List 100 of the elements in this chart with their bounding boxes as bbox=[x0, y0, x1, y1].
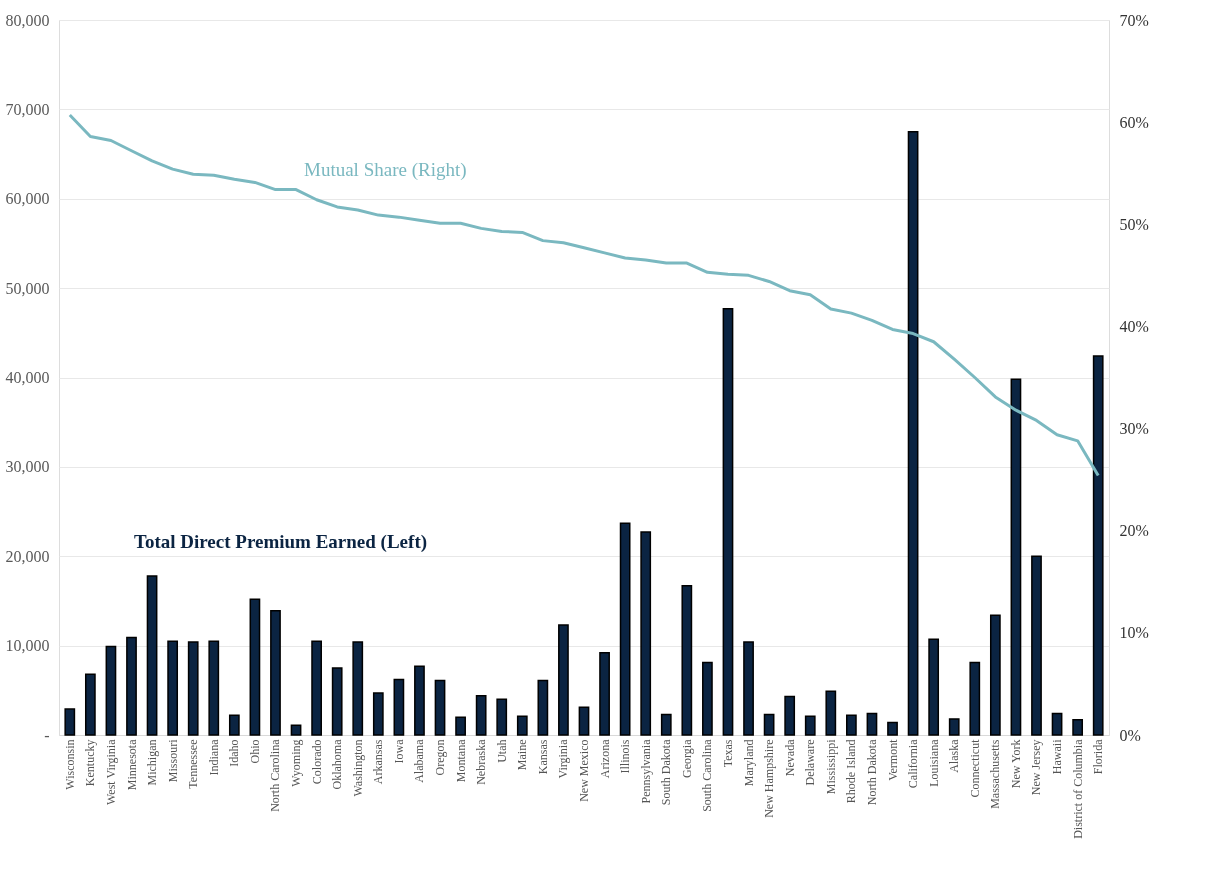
series-label: Total Direct Premium Earned (Left) bbox=[134, 531, 428, 553]
x-tick-label: South Dakota bbox=[659, 738, 674, 806]
bar bbox=[1051, 712, 1063, 736]
y2-tick-label: 20% bbox=[1119, 522, 1149, 540]
x-tick-label: Idaho bbox=[227, 739, 242, 767]
x-tick-label: Indiana bbox=[206, 738, 221, 776]
bar bbox=[331, 667, 343, 736]
bar bbox=[558, 624, 569, 736]
bar bbox=[249, 598, 261, 736]
x-tick-label: Alaska bbox=[947, 738, 962, 773]
bar bbox=[660, 713, 672, 736]
bar bbox=[372, 692, 384, 736]
x-tick-label: Ohio bbox=[247, 739, 262, 764]
y2-tick-label: 0% bbox=[1119, 726, 1141, 744]
x-tick-label: Minnesota bbox=[124, 738, 139, 791]
x-tick-label: Tennessee bbox=[186, 739, 201, 789]
x-tick-label: Pennsylvania bbox=[638, 738, 653, 804]
x-tick-label: North Carolina bbox=[268, 738, 283, 812]
bar bbox=[475, 694, 487, 736]
x-tick-label: Vermont bbox=[885, 738, 900, 781]
x-tick-label: Wyoming bbox=[289, 739, 304, 787]
x-tick-label: Michigan bbox=[145, 739, 160, 786]
bar bbox=[784, 695, 796, 736]
bar bbox=[187, 641, 199, 736]
series-label: Mutual Share (Right) bbox=[304, 159, 467, 181]
y-tick-label: 60,000 bbox=[5, 190, 50, 208]
bar bbox=[578, 706, 590, 736]
y2-tick-label: 50% bbox=[1119, 215, 1149, 233]
y-tick-label: 70,000 bbox=[5, 100, 50, 118]
x-tick-label: Texas bbox=[720, 739, 735, 768]
x-tick-label: Massachusetts bbox=[988, 739, 1003, 809]
bar bbox=[146, 575, 158, 736]
bar bbox=[84, 673, 96, 736]
y-tick-label: 10,000 bbox=[5, 637, 50, 655]
x-tick-label: Kansas bbox=[535, 739, 550, 775]
y-tick-label: 50,000 bbox=[5, 279, 50, 297]
y2-tick-label: 60% bbox=[1119, 113, 1149, 131]
x-tick-label: Kentucky bbox=[83, 739, 98, 787]
bar bbox=[64, 708, 76, 736]
bar bbox=[290, 724, 302, 736]
y-tick-label: 20,000 bbox=[5, 547, 50, 565]
line-series bbox=[68, 113, 1100, 478]
bar bbox=[907, 130, 919, 736]
y-tick-label: 80,000 bbox=[5, 11, 50, 29]
x-tick-label: Rhode Island bbox=[844, 739, 859, 804]
y-tick-label: 40,000 bbox=[5, 369, 50, 386]
x-tick-label: Illinois bbox=[618, 739, 633, 774]
bar bbox=[537, 679, 549, 736]
x-tick-label: South Carolina bbox=[700, 738, 715, 812]
x-tick-label: Nebraska bbox=[474, 738, 489, 785]
bar bbox=[1010, 378, 1022, 736]
y-tick-label: - bbox=[44, 726, 50, 744]
bar bbox=[414, 665, 425, 736]
bar bbox=[846, 714, 857, 736]
y2-tick-label: 30% bbox=[1119, 420, 1149, 438]
bar bbox=[722, 307, 734, 736]
bar bbox=[352, 641, 364, 736]
bar bbox=[928, 638, 940, 736]
x-tick-label: Maine bbox=[515, 739, 530, 771]
bar bbox=[969, 661, 981, 736]
bar bbox=[989, 614, 1001, 736]
bar bbox=[1072, 719, 1084, 736]
x-tick-label: Delaware bbox=[803, 739, 818, 786]
x-tick-label: New York bbox=[1008, 739, 1023, 789]
bar bbox=[455, 716, 466, 736]
x-tick-label: North Dakota bbox=[864, 738, 879, 806]
x-tick-label: New Hampshire bbox=[762, 739, 777, 818]
x-tick-label: West Virginia bbox=[103, 738, 118, 806]
x-tick-label: Hawaii bbox=[1050, 738, 1065, 775]
bar bbox=[208, 640, 220, 736]
x-tick-label: Mississippi bbox=[823, 738, 838, 795]
bar bbox=[496, 698, 508, 736]
y-tick-label: 30,000 bbox=[5, 458, 50, 476]
bar bbox=[866, 712, 878, 736]
x-tick-label: Montana bbox=[453, 738, 468, 783]
bar bbox=[105, 645, 117, 736]
bar bbox=[640, 531, 652, 736]
x-tick-label: Oregon bbox=[433, 739, 448, 776]
bar bbox=[681, 584, 693, 736]
bar bbox=[270, 610, 281, 736]
x-tick-label: Missouri bbox=[165, 738, 180, 783]
x-tick-label: District of Columbia bbox=[1070, 738, 1085, 839]
y2-tick-label: 40% bbox=[1119, 317, 1149, 335]
x-tick-label: Florida bbox=[1091, 738, 1106, 775]
bar bbox=[516, 715, 528, 736]
y2-tick-label: 10% bbox=[1119, 624, 1149, 642]
x-tick-label: Utah bbox=[494, 739, 509, 763]
x-tick-label: Wisconsin bbox=[62, 739, 77, 790]
x-tick-label: New Jersey bbox=[1029, 739, 1044, 796]
bar bbox=[619, 522, 631, 736]
y2-tick-label: 70% bbox=[1119, 11, 1149, 29]
bar bbox=[126, 636, 137, 736]
x-tick-label: Arizona bbox=[597, 738, 612, 779]
x-tick-label: Connecticut bbox=[967, 738, 982, 798]
x-tick-label: Georgia bbox=[679, 738, 694, 778]
bar bbox=[393, 678, 405, 736]
x-tick-label: Maryland bbox=[741, 739, 756, 787]
bar bbox=[1092, 355, 1104, 736]
bar bbox=[887, 721, 898, 736]
bar bbox=[763, 713, 775, 736]
